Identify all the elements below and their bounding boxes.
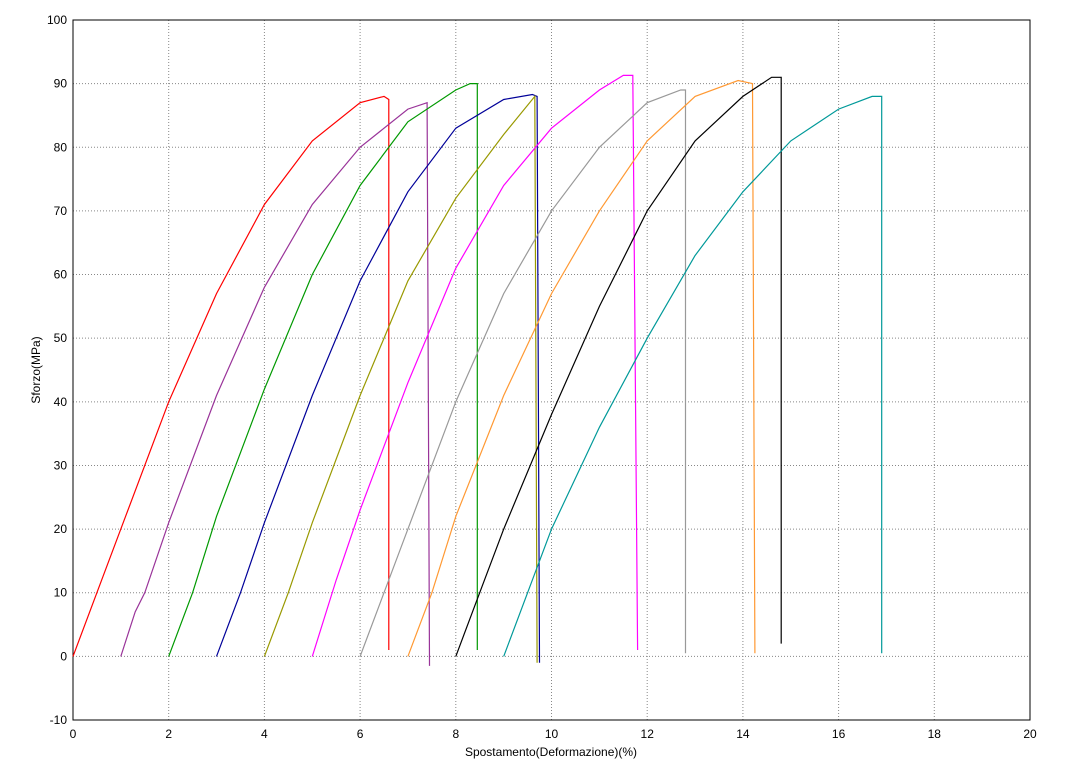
x-tick-label: 6 bbox=[357, 727, 364, 741]
y-tick-label: 80 bbox=[54, 140, 68, 154]
x-tick-label: 8 bbox=[452, 727, 459, 741]
x-tick-label: 12 bbox=[641, 727, 655, 741]
series-line bbox=[407, 79, 756, 657]
y-axis-label: Sforzo(MPa) bbox=[29, 336, 43, 403]
x-tick-label: 20 bbox=[1023, 727, 1037, 741]
x-tick-label: 18 bbox=[928, 727, 942, 741]
y-tick-label: 90 bbox=[54, 77, 68, 91]
x-tick-label: 10 bbox=[545, 727, 559, 741]
y-tick-label: 10 bbox=[54, 586, 68, 600]
y-tick-label: 70 bbox=[54, 204, 68, 218]
y-tick-label: 0 bbox=[60, 649, 67, 663]
plot-frame bbox=[72, 19, 1031, 721]
y-tick-label: 100 bbox=[47, 13, 67, 27]
y-tick-label: -10 bbox=[50, 713, 68, 727]
series-line bbox=[215, 93, 541, 663]
series-line bbox=[311, 74, 639, 657]
x-tick-label: 4 bbox=[261, 727, 268, 741]
series-line bbox=[359, 89, 687, 657]
series-line bbox=[455, 76, 782, 657]
series-line bbox=[263, 94, 538, 663]
y-tick-label: 60 bbox=[54, 268, 68, 282]
x-axis-label: Spostamento(Deformazione)(%) bbox=[465, 745, 637, 759]
x-tick-label: 2 bbox=[165, 727, 172, 741]
x-tick-label: 0 bbox=[70, 727, 77, 741]
series-line bbox=[168, 83, 478, 657]
series-line bbox=[72, 95, 390, 657]
y-tick-label: 50 bbox=[54, 331, 68, 345]
y-tick-label: 20 bbox=[54, 522, 68, 536]
y-tick-label: 40 bbox=[54, 395, 68, 409]
y-tick-label: 30 bbox=[54, 458, 68, 472]
x-tick-label: 14 bbox=[736, 727, 750, 741]
series-line bbox=[503, 95, 883, 657]
series-line bbox=[120, 101, 431, 666]
x-tick-label: 16 bbox=[832, 727, 846, 741]
